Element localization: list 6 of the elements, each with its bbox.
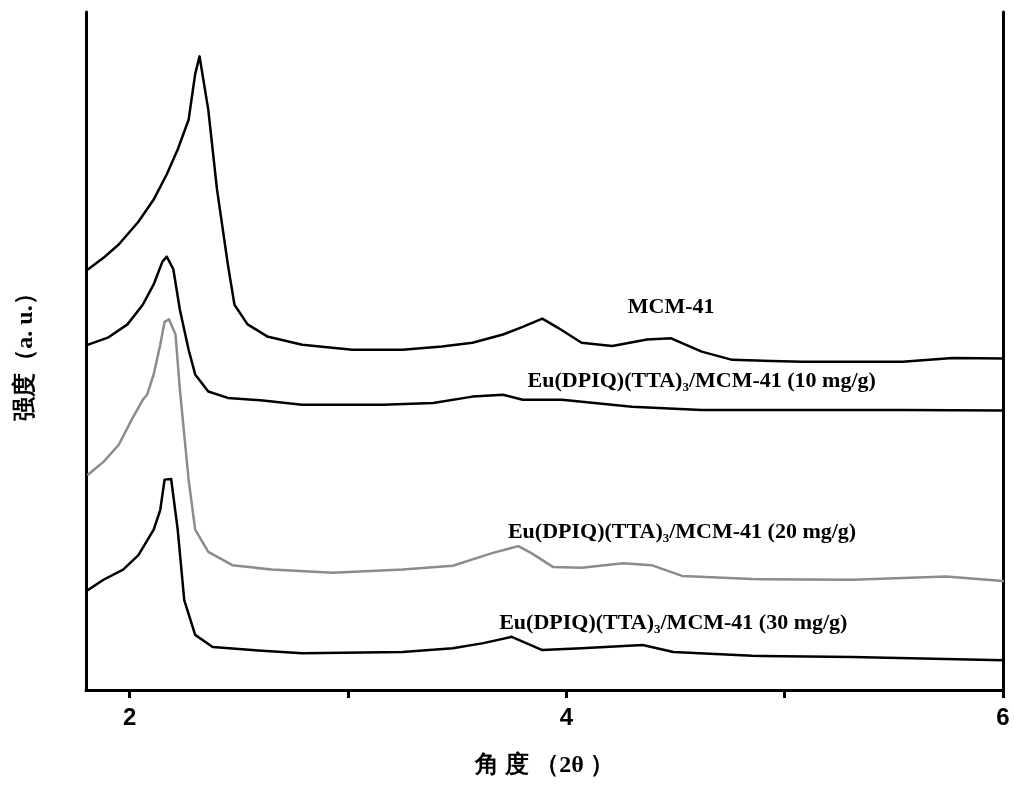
x-tick-label: 2 [122, 702, 137, 730]
x-tick-label: 6 [996, 702, 1010, 730]
series-label: MCM-41 [627, 293, 715, 319]
x-axis-title: 角 度 （2θ ） [474, 751, 614, 777]
x-tick-label: 4 [559, 702, 574, 730]
y-axis-title: 强度（a. u.） [11, 281, 37, 421]
